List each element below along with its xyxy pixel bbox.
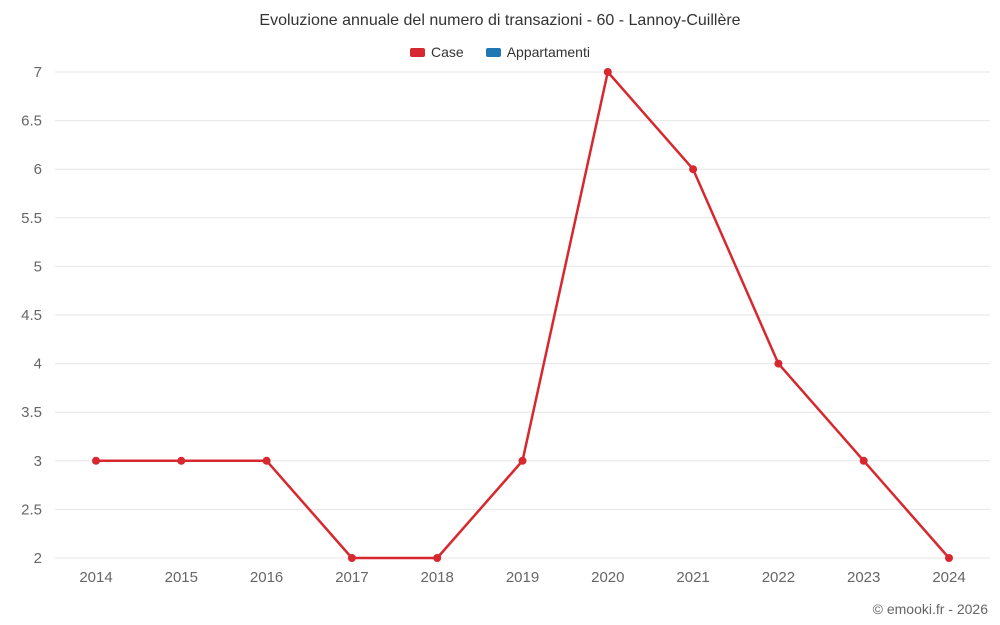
data-point[interactable] (689, 165, 698, 174)
data-point[interactable] (347, 554, 356, 562)
data-point[interactable] (603, 68, 612, 76)
x-tick-label: 2023 (847, 569, 880, 586)
x-tick-label: 2021 (676, 569, 709, 586)
x-tick-label: 2014 (79, 569, 112, 586)
y-tick-label: 6.5 (21, 113, 42, 130)
data-point[interactable] (433, 554, 442, 562)
y-tick-label: 2 (34, 550, 42, 567)
x-tick-label: 2018 (421, 569, 454, 586)
data-point[interactable] (774, 359, 783, 368)
x-tick-label: 2024 (932, 569, 965, 586)
x-tick-label: 2017 (335, 569, 368, 586)
y-tick-label: 5.5 (21, 210, 42, 227)
x-tick-label: 2016 (250, 569, 283, 586)
legend-swatch-appartamenti-icon (485, 47, 501, 57)
legend-item-appartamenti[interactable]: Appartamenti (485, 44, 590, 60)
x-tick-label: 2020 (591, 569, 624, 586)
y-tick-label: 5 (34, 258, 42, 275)
y-tick-label: 4 (34, 356, 42, 373)
y-tick-label: 6 (34, 161, 42, 178)
credits-link[interactable]: © emooki.fr - 2026 (872, 601, 988, 617)
data-point[interactable] (518, 456, 527, 465)
chart-title: Evoluzione annuale del numero di transaz… (259, 12, 741, 29)
data-point[interactable] (177, 456, 186, 465)
y-tick-label: 7 (34, 64, 42, 81)
data-point[interactable] (859, 456, 868, 465)
x-tick-label: 2019 (506, 569, 539, 586)
legend-swatch-case-icon (410, 47, 426, 57)
x-tick-label: 2015 (165, 569, 198, 586)
chart-legend: Case Appartamenti (0, 44, 1000, 60)
y-tick-label: 3 (34, 453, 42, 470)
legend-item-case[interactable]: Case (410, 44, 464, 60)
legend-label-case: Case (431, 44, 464, 60)
x-tick-label: 2022 (762, 569, 795, 586)
data-point[interactable] (262, 456, 271, 465)
y-tick-label: 4.5 (21, 307, 42, 324)
data-point[interactable] (92, 456, 100, 465)
y-tick-label: 3.5 (21, 404, 42, 421)
y-tick-label: 2.5 (21, 501, 42, 518)
legend-label-appartamenti: Appartamenti (506, 44, 590, 60)
data-point[interactable] (945, 554, 953, 562)
